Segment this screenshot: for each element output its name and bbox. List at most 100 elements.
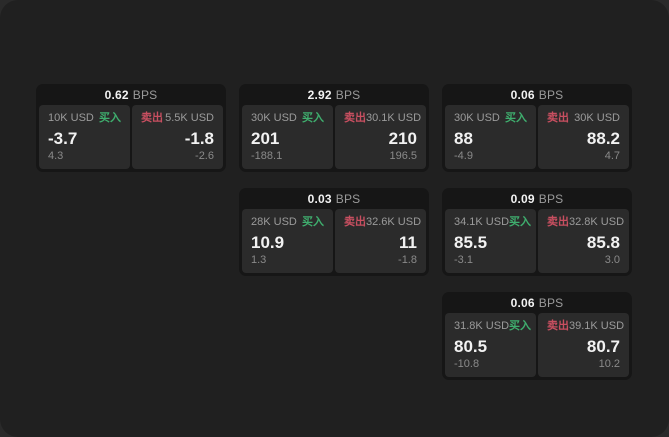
buy-price: 10.9 — [251, 233, 285, 252]
sell-price: 80.7 — [586, 337, 620, 356]
buy-side-label: 买入 — [509, 216, 532, 228]
quote-grid: 0.62 BPS 10K USD 买入 -3.7 4.3 卖出 5.5K USD… — [36, 84, 632, 380]
sell-sub-value: 196.5 — [389, 150, 417, 162]
card-bps-header: 0.03 BPS — [239, 188, 429, 209]
buy-sub-value: -3.1 — [454, 254, 473, 266]
sell-sub-value: -1.8 — [398, 254, 417, 266]
quote-card: 0.62 BPS 10K USD 买入 -3.7 4.3 卖出 5.5K USD… — [36, 84, 226, 172]
bps-unit-label: BPS — [335, 87, 361, 102]
bps-value: 0.09 — [510, 191, 535, 206]
buy-amount: 34.1K USD — [454, 216, 510, 228]
sell-side-label: 卖出 — [547, 320, 569, 332]
buy-side-label: 买入 — [302, 216, 324, 228]
buy-tile[interactable]: 34.1K USD 买入 85.5 -3.1 — [445, 209, 536, 273]
sell-tile[interactable]: 卖出 32.6K USD 11 -1.8 — [335, 209, 426, 273]
buy-side-label: 买入 — [509, 320, 532, 332]
sell-tile[interactable]: 卖出 30K USD 88.2 4.7 — [538, 105, 629, 169]
sell-tile-header: 卖出 39.1K USD — [547, 320, 624, 333]
quote-card: 0.03 BPS 28K USD 买入 10.9 1.3 卖出 32.6K US… — [239, 188, 429, 276]
buy-price: 80.5 — [454, 337, 488, 356]
buy-side-label: 买入 — [99, 112, 121, 124]
bps-value: 0.03 — [307, 191, 332, 206]
sell-amount: 39.1K USD — [569, 320, 625, 332]
sell-tile-header: 卖出 30K USD — [547, 112, 620, 125]
sell-tile[interactable]: 卖出 30.1K USD 210 196.5 — [335, 105, 426, 169]
buy-amount: 10K USD — [48, 112, 94, 124]
buy-tile-header: 10K USD 买入 — [48, 112, 121, 125]
buy-price: 201 — [251, 129, 280, 148]
sell-tile-header: 卖出 30.1K USD — [344, 112, 421, 125]
buy-price: 85.5 — [454, 233, 488, 252]
buy-price: -3.7 — [48, 129, 78, 148]
sell-amount: 5.5K USD — [165, 112, 214, 124]
sell-amount: 30.1K USD — [366, 112, 422, 124]
buy-sub-value: 4.3 — [48, 150, 64, 162]
sell-amount: 30K USD — [574, 112, 620, 124]
card-bps-header: 0.09 BPS — [442, 188, 632, 209]
sell-amount: 32.6K USD — [366, 216, 422, 228]
bps-unit-label: BPS — [538, 87, 564, 102]
quote-card: 2.92 BPS 30K USD 买入 201 -188.1 卖出 30.1K … — [239, 84, 429, 172]
buy-tile-header: 28K USD 买入 — [251, 216, 324, 229]
buy-tile-header: 31.8K USD 买入 — [454, 320, 531, 333]
buy-tile-header: 30K USD 买入 — [251, 112, 324, 125]
sell-price: 210 — [388, 129, 417, 148]
buy-tile[interactable]: 31.8K USD 买入 80.5 -10.8 — [445, 313, 536, 377]
bps-value: 0.06 — [510, 295, 535, 310]
sell-tile-header: 卖出 5.5K USD — [141, 112, 214, 125]
buy-tile[interactable]: 30K USD 买入 201 -188.1 — [242, 105, 333, 169]
bps-unit-label: BPS — [538, 295, 564, 310]
sell-tile[interactable]: 卖出 32.8K USD 85.8 3.0 — [538, 209, 629, 273]
bps-value: 2.92 — [307, 87, 332, 102]
sell-price: 85.8 — [586, 233, 620, 252]
sell-tile[interactable]: 卖出 5.5K USD -1.8 -2.6 — [132, 105, 223, 169]
card-bps-header: 0.62 BPS — [36, 84, 226, 105]
quote-card: 0.06 BPS 31.8K USD 买入 80.5 -10.8 卖出 39.1… — [442, 292, 632, 380]
buy-amount: 28K USD — [251, 216, 297, 228]
card-body: 28K USD 买入 10.9 1.3 卖出 32.6K USD 11 -1.8 — [239, 209, 429, 276]
sell-amount: 32.8K USD — [569, 216, 625, 228]
buy-sub-value: -188.1 — [251, 150, 283, 162]
sell-side-label: 卖出 — [141, 112, 163, 124]
card-body: 30K USD 买入 88 -4.9 卖出 30K USD 88.2 4.7 — [442, 105, 632, 172]
sell-price: 88.2 — [586, 129, 620, 148]
buy-sub-value: -10.8 — [454, 358, 480, 370]
sell-side-label: 卖出 — [344, 216, 366, 228]
buy-tile[interactable]: 10K USD 买入 -3.7 4.3 — [39, 105, 130, 169]
card-body: 31.8K USD 买入 80.5 -10.8 卖出 39.1K USD 80.… — [442, 313, 632, 380]
buy-tile[interactable]: 28K USD 买入 10.9 1.3 — [242, 209, 333, 273]
buy-amount: 31.8K USD — [454, 320, 510, 332]
quote-card: 0.06 BPS 30K USD 买入 88 -4.9 卖出 30K USD 8… — [442, 84, 632, 172]
bps-unit-label: BPS — [538, 191, 564, 206]
sell-side-label: 卖出 — [547, 112, 569, 124]
card-body: 30K USD 买入 201 -188.1 卖出 30.1K USD 210 1… — [239, 105, 429, 172]
sell-tile-header: 卖出 32.8K USD — [547, 216, 624, 229]
buy-price: 88 — [454, 129, 473, 148]
sell-sub-value: -2.6 — [195, 150, 214, 162]
bps-unit-label: BPS — [132, 87, 158, 102]
buy-sub-value: -4.9 — [454, 150, 473, 162]
card-body: 10K USD 买入 -3.7 4.3 卖出 5.5K USD -1.8 -2.… — [36, 105, 226, 172]
sell-side-label: 卖出 — [547, 216, 569, 228]
sell-price: -1.8 — [184, 129, 214, 148]
buy-amount: 30K USD — [251, 112, 297, 124]
sell-sub-value: 10.2 — [598, 358, 620, 370]
sell-tile[interactable]: 卖出 39.1K USD 80.7 10.2 — [538, 313, 629, 377]
buy-tile[interactable]: 30K USD 买入 88 -4.9 — [445, 105, 536, 169]
sell-sub-value: 3.0 — [604, 254, 620, 266]
buy-amount: 30K USD — [454, 112, 500, 124]
quote-card: 0.09 BPS 34.1K USD 买入 85.5 -3.1 卖出 32.8K… — [442, 188, 632, 276]
card-body: 34.1K USD 买入 85.5 -3.1 卖出 32.8K USD 85.8… — [442, 209, 632, 276]
bps-unit-label: BPS — [335, 191, 361, 206]
card-bps-header: 0.06 BPS — [442, 84, 632, 105]
sell-tile-header: 卖出 32.6K USD — [344, 216, 421, 229]
buy-sub-value: 1.3 — [251, 254, 267, 266]
bps-value: 0.62 — [104, 87, 129, 102]
bps-value: 0.06 — [510, 87, 535, 102]
sell-side-label: 卖出 — [344, 112, 366, 124]
sell-price: 11 — [399, 233, 417, 252]
buy-side-label: 买入 — [302, 112, 324, 124]
buy-tile-header: 30K USD 买入 — [454, 112, 527, 125]
buy-side-label: 买入 — [505, 112, 527, 124]
buy-tile-header: 34.1K USD 买入 — [454, 216, 531, 229]
